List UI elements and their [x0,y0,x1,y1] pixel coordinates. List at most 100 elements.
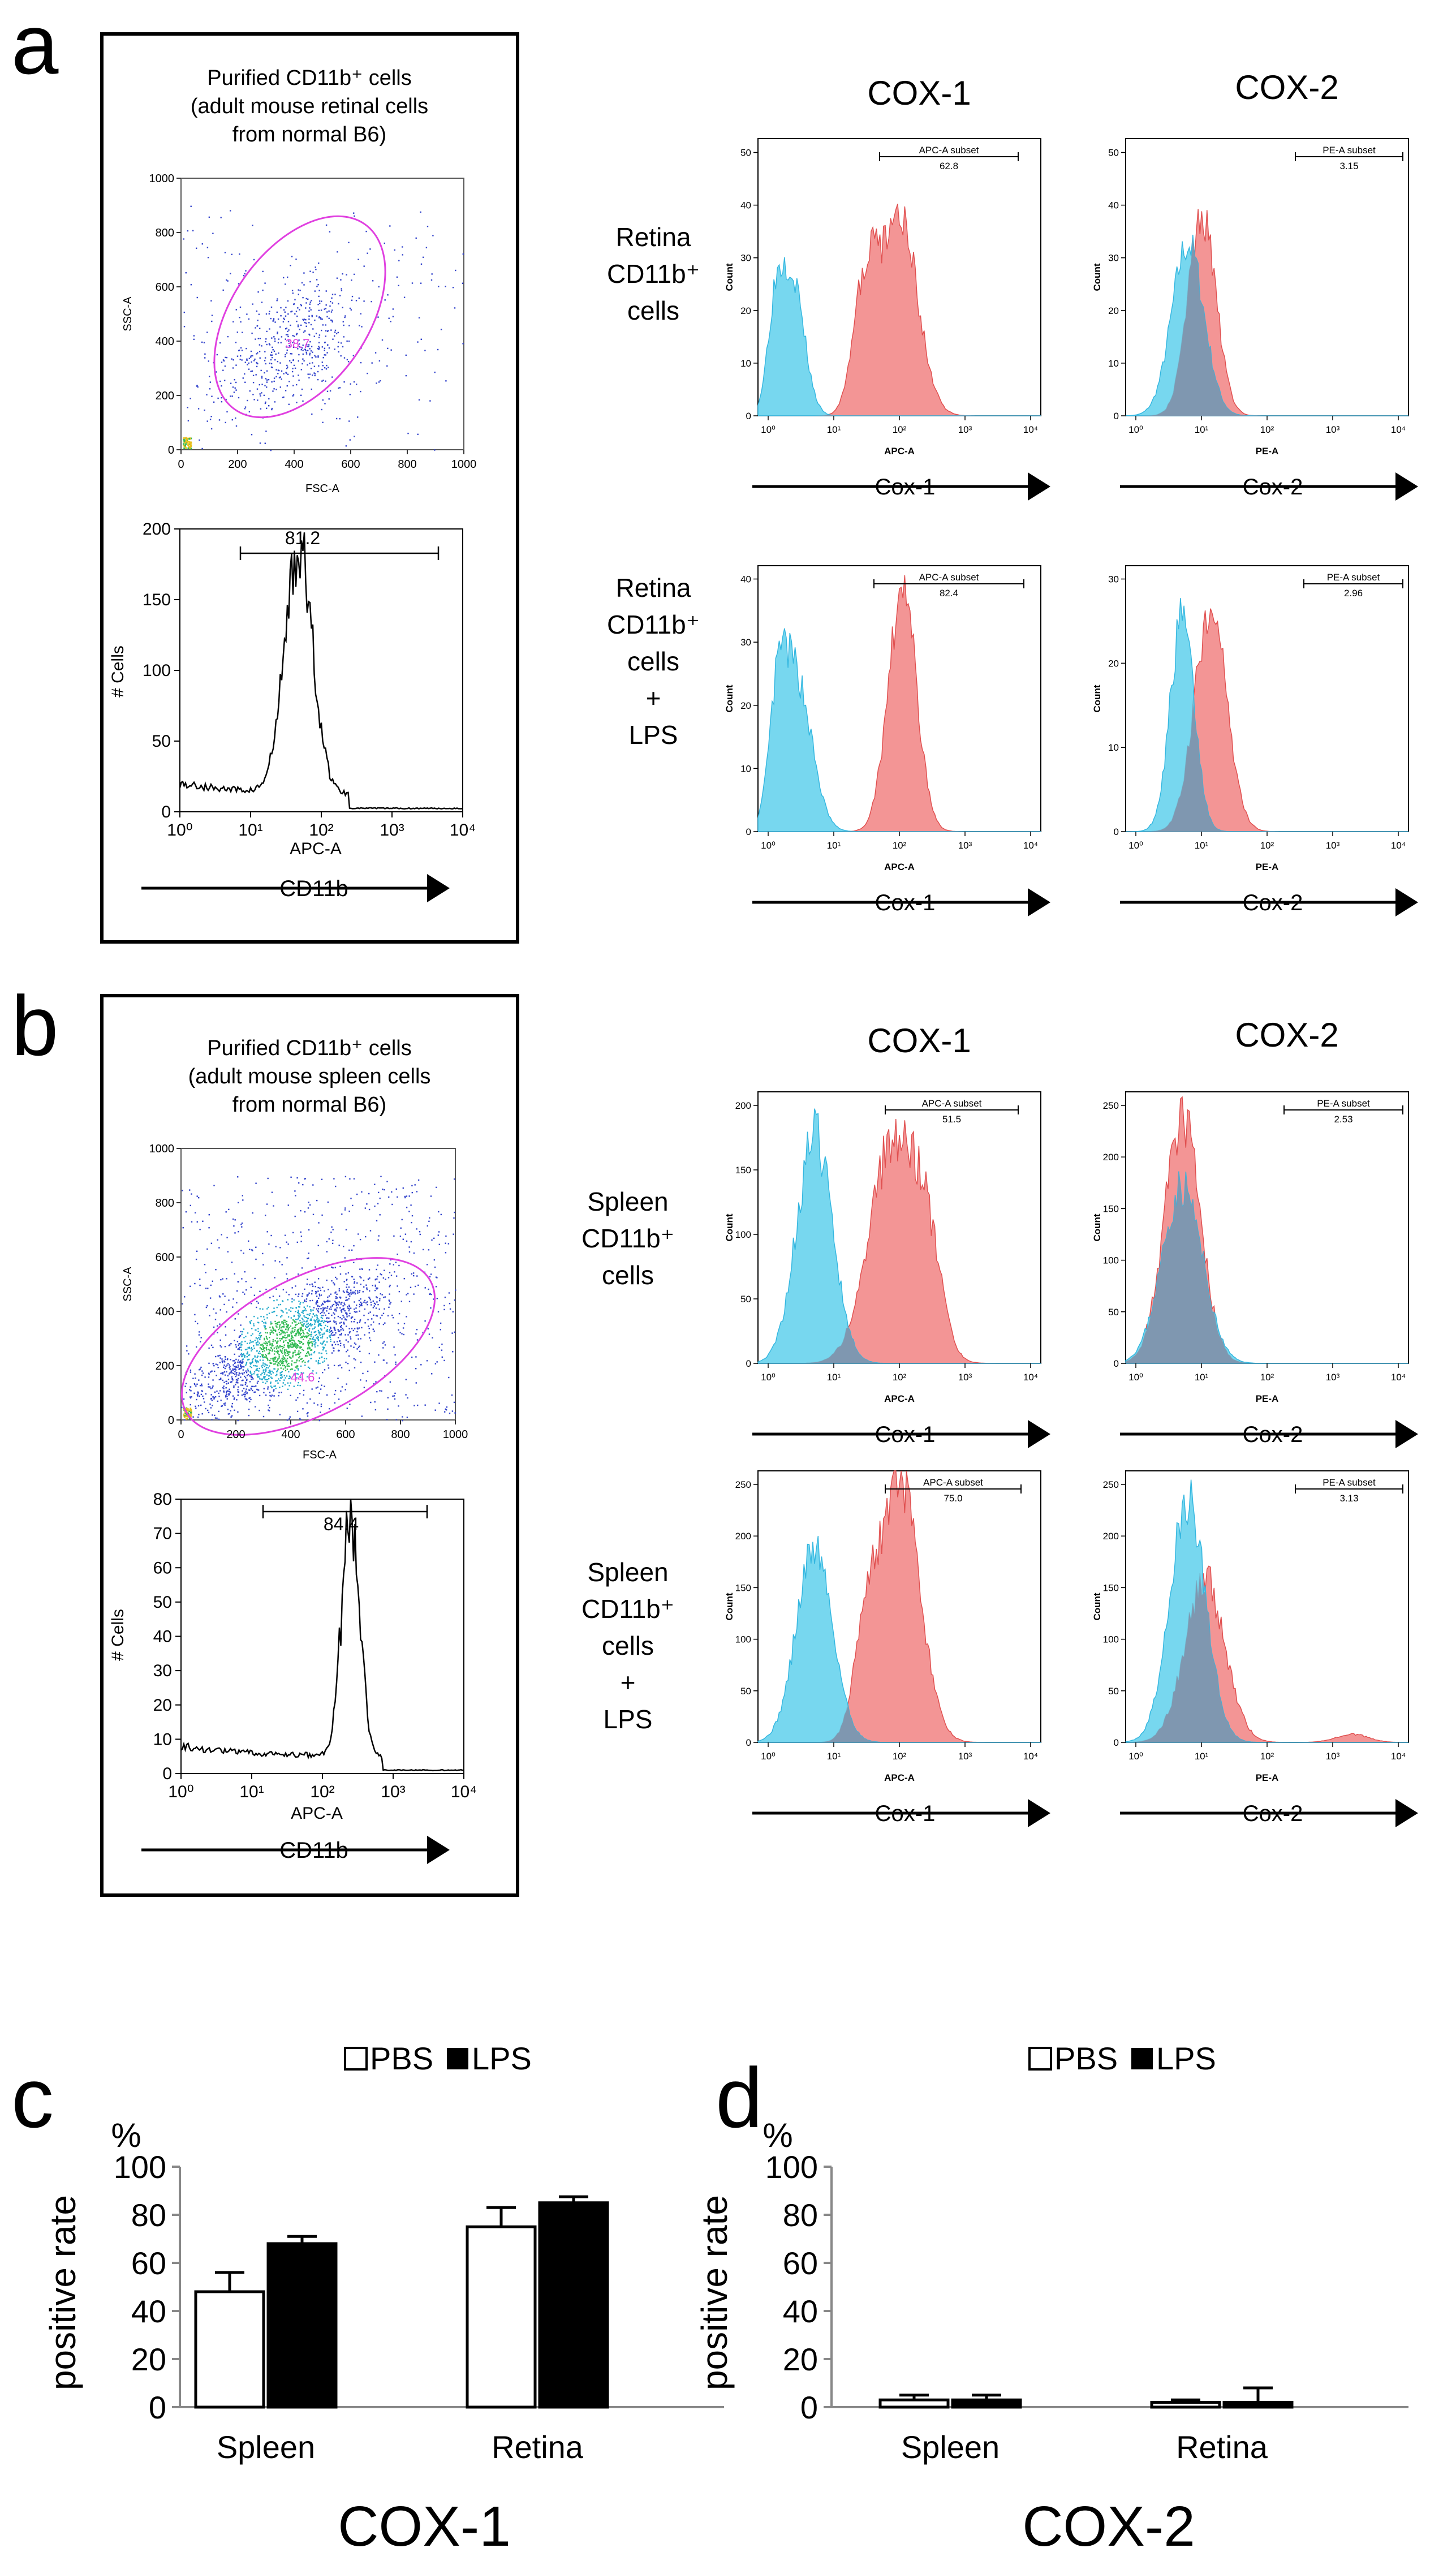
scatter-dot [236,1379,239,1381]
scatter-dot [218,1396,220,1397]
scatter-dot [273,1363,275,1365]
scatter-dot [337,346,339,348]
scatter-dot [183,1413,185,1415]
scatter-dot [189,1371,192,1373]
scatter-dot [357,1346,360,1348]
scatter-dot [317,355,319,357]
scatter-dot [345,1339,347,1341]
scatter-dot [221,401,223,403]
scatter-dot [228,1299,230,1301]
scatter-dot [182,1227,184,1229]
scatter-dot [262,1381,264,1383]
scatter-dot [260,1344,261,1346]
scatter-dot [237,1176,239,1178]
scatter-dot [252,375,255,376]
scatter-dot [349,439,351,441]
scatter-dot [371,362,373,364]
scatter-dot [257,1328,259,1329]
scatter-dot [200,1404,202,1406]
scatter-dot [264,360,266,361]
scatter-dot [268,343,270,345]
scatter-dot [272,367,273,368]
scatter-dot [224,1367,226,1370]
scatter-dot [319,1334,321,1336]
scatter-dot [196,1195,198,1197]
scatter-dot [296,1344,298,1346]
x-tick-label: 600 [336,1428,355,1441]
scatter-dot [391,1191,393,1193]
scatter-dot [365,1380,367,1382]
scatter-dot [348,1249,350,1251]
scatter-dot [225,1396,227,1398]
scatter-dot [229,1366,231,1367]
scatter-dot [268,398,270,400]
scatter-dot [282,1368,285,1370]
scatter-dot [269,1371,271,1373]
scatter-dot [329,1320,331,1322]
y-tick-label: 400 [156,335,174,348]
scatter-dot [415,1368,417,1370]
scatter-dot [305,1321,307,1323]
scatter-dot [250,1372,252,1374]
scatter-dot [223,1390,225,1392]
scatter-dot [341,1309,343,1311]
scatter-dot [288,1335,291,1337]
scatter-dot [253,1315,255,1318]
scatter-dot [342,273,343,275]
scatter-dot [291,1340,293,1341]
scatter-dot [318,1352,320,1354]
scatter-dot [260,1348,262,1350]
scatter-dot [348,1292,351,1294]
scatter-dot [292,346,295,348]
scatter-dot [292,394,295,396]
scatter-dot [251,361,252,363]
scatter-dot [374,1279,377,1280]
scatter-dot [209,1386,211,1388]
x-tick-label: 10¹ [1195,840,1209,851]
scatter-dot [199,1385,201,1387]
scatter-dot [245,1365,247,1366]
scatter-dot [252,394,254,395]
scatter-dot [270,363,273,365]
scatter-dot [277,1370,278,1372]
scatter-dot [242,1369,244,1371]
scatter-dot [363,265,365,267]
scatter-dot [284,1350,286,1351]
scatter-dot [306,1337,308,1338]
scatter-dot [402,1238,404,1240]
scatter-dot [264,1374,265,1375]
scatter-dot [349,1331,351,1333]
scatter-dot [424,1320,426,1322]
scatter-dot [278,377,281,378]
scatter-dot [410,1204,412,1206]
panel-letter-d: d [716,2050,763,2145]
scatter-dot [301,1336,303,1337]
scatter-dot [212,233,214,234]
scatter-dot [234,1329,235,1331]
scatter-dot [213,1326,215,1328]
scatter-dot [310,350,312,352]
scatter-dot [294,1343,296,1345]
scatter-dot [256,1382,259,1384]
scatter-dot [321,300,322,302]
scatter-dot [301,1318,303,1319]
legend-label-pbs: PBS [370,2041,433,2076]
scatter-dot [413,1293,415,1295]
scatter-dot [272,1345,274,1346]
scatter-dot [252,1389,253,1392]
scatter-dot [284,1332,286,1334]
scatter-dot [309,352,311,354]
scatter-dot [234,1362,236,1363]
scatter-dot [234,1273,235,1275]
scatter-dot [380,1176,382,1177]
scatter-dot [299,1306,300,1308]
scatter-dot [326,1310,328,1312]
scatter-dot [361,326,363,328]
scatter-dot [253,1323,255,1325]
scatter-dot [408,1195,410,1197]
scatter-dot [221,385,222,387]
scatter-dot [227,280,229,282]
scatter-dot [264,357,266,359]
scatter-dot [454,1331,455,1333]
scatter-dot [266,1357,268,1359]
